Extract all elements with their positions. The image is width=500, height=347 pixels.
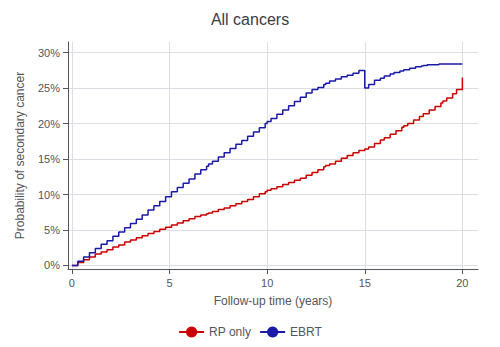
svg-text:EBRT: EBRT xyxy=(290,325,322,339)
svg-text:5: 5 xyxy=(166,277,172,289)
svg-text:Probability of secondary cance: Probability of secondary cancer xyxy=(13,72,27,239)
svg-text:10%: 10% xyxy=(38,189,60,201)
svg-text:25%: 25% xyxy=(38,82,60,94)
svg-text:20%: 20% xyxy=(38,118,60,130)
svg-text:0%: 0% xyxy=(44,259,60,271)
svg-text:20: 20 xyxy=(456,277,468,289)
svg-text:All cancers: All cancers xyxy=(211,11,289,28)
svg-text:15%: 15% xyxy=(38,153,60,165)
svg-text:RP only: RP only xyxy=(209,325,251,339)
svg-text:10: 10 xyxy=(261,277,273,289)
svg-text:30%: 30% xyxy=(38,47,60,59)
svg-text:5%: 5% xyxy=(44,224,60,236)
svg-text:0: 0 xyxy=(69,277,75,289)
svg-text:15: 15 xyxy=(359,277,371,289)
svg-text:Follow-up time (years): Follow-up time (years) xyxy=(214,294,333,308)
